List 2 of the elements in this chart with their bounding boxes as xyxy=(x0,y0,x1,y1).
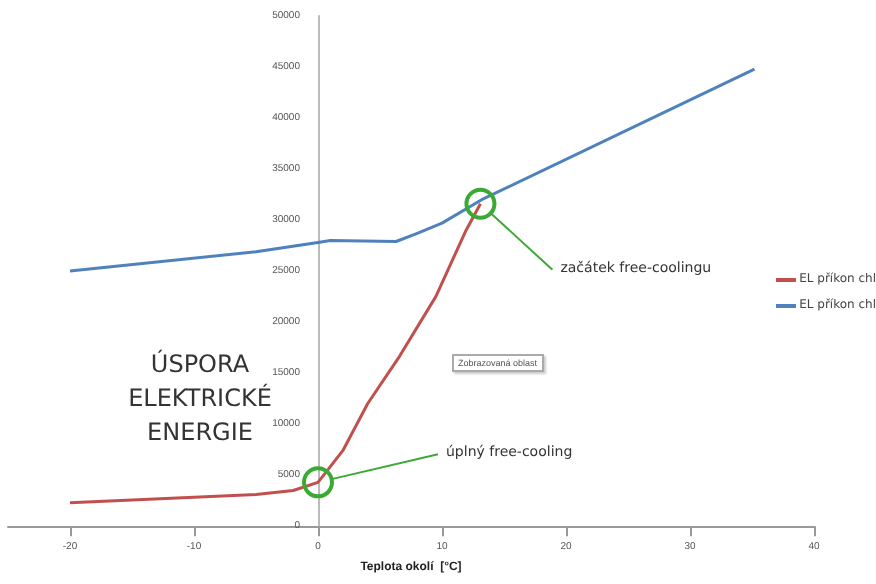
line-series xyxy=(68,67,756,273)
annotation: ÚSPORA ELEKTRICKÉ ENERGIE xyxy=(128,350,272,446)
